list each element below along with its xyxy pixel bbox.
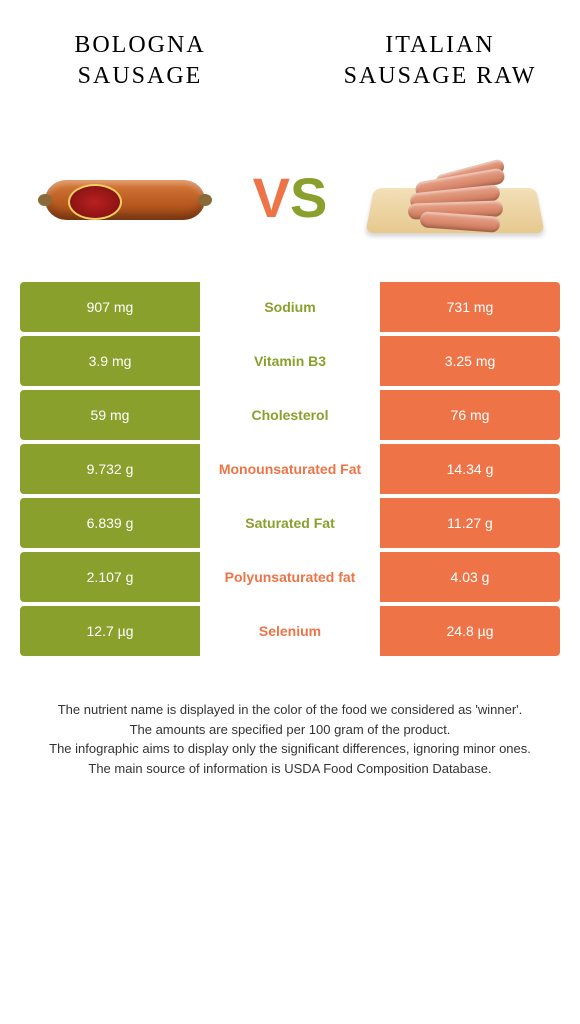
left-value: 6.839 g: [20, 498, 200, 548]
nutrient-label: Cholesterol: [200, 390, 380, 440]
bologna-icon: [30, 162, 220, 232]
nutrient-table: 907 mgSodium731 mg3.9 mgVitamin B33.25 m…: [0, 282, 580, 656]
footer-line: The main source of information is USDA F…: [25, 759, 555, 779]
vs-label: VS: [253, 165, 328, 230]
nutrient-label: Sodium: [200, 282, 380, 332]
nutrient-label: Saturated Fat: [200, 498, 380, 548]
right-value: 731 mg: [380, 282, 560, 332]
footer-line: The amounts are specified per 100 gram o…: [25, 720, 555, 740]
table-row: 907 mgSodium731 mg: [20, 282, 560, 332]
nutrient-label: Monounsaturated Fat: [200, 444, 380, 494]
table-row: 12.7 µgSelenium24.8 µg: [20, 606, 560, 656]
table-row: 6.839 gSaturated Fat11.27 g: [20, 498, 560, 548]
right-value: 4.03 g: [380, 552, 560, 602]
images-row: VS: [0, 102, 580, 282]
right-value: 24.8 µg: [380, 606, 560, 656]
right-value: 3.25 mg: [380, 336, 560, 386]
infographic: Bologna sausage Italian sausage raw VS 9…: [0, 0, 580, 808]
right-food-image: [350, 142, 560, 252]
table-row: 3.9 mgVitamin B33.25 mg: [20, 336, 560, 386]
right-value: 11.27 g: [380, 498, 560, 548]
nutrient-label: Selenium: [200, 606, 380, 656]
right-value: 14.34 g: [380, 444, 560, 494]
left-value: 12.7 µg: [20, 606, 200, 656]
header: Bologna sausage Italian sausage raw: [0, 0, 580, 102]
left-value: 2.107 g: [20, 552, 200, 602]
left-value: 907 mg: [20, 282, 200, 332]
footer-line: The infographic aims to display only the…: [25, 739, 555, 759]
left-value: 9.732 g: [20, 444, 200, 494]
table-row: 59 mgCholesterol76 mg: [20, 390, 560, 440]
nutrient-label: Vitamin B3: [200, 336, 380, 386]
table-row: 2.107 gPolyunsaturated fat4.03 g: [20, 552, 560, 602]
nutrient-label: Polyunsaturated fat: [200, 552, 380, 602]
left-value: 3.9 mg: [20, 336, 200, 386]
left-food-title: Bologna sausage: [40, 30, 240, 92]
table-row: 9.732 gMonounsaturated Fat14.34 g: [20, 444, 560, 494]
italian-sausage-icon: [360, 147, 550, 247]
left-value: 59 mg: [20, 390, 200, 440]
right-food-title: Italian sausage raw: [340, 30, 540, 92]
right-value: 76 mg: [380, 390, 560, 440]
footer-notes: The nutrient name is displayed in the co…: [0, 660, 580, 808]
footer-line: The nutrient name is displayed in the co…: [25, 700, 555, 720]
left-food-image: [20, 142, 230, 252]
